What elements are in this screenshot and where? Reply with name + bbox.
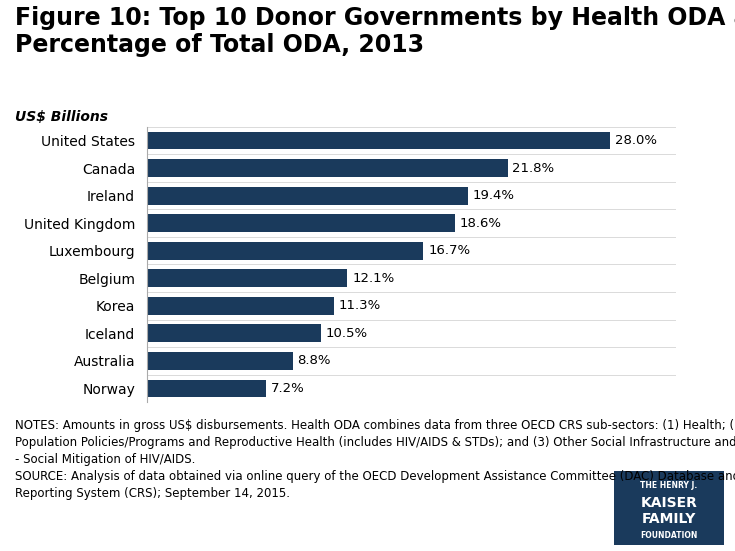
Bar [147,325,320,342]
Bar [147,214,454,232]
Text: NOTES: Amounts in gross US$ disbursements. Health ODA combines data from three O: NOTES: Amounts in gross US$ disbursement… [15,419,735,500]
Bar [147,380,266,397]
Text: KAISER: KAISER [640,496,698,510]
Text: Figure 10: Top 10 Donor Governments by Health ODA as a
Percentage of Total ODA, : Figure 10: Top 10 Donor Governments by H… [15,6,735,57]
Text: 19.4%: 19.4% [473,189,514,202]
Text: US$ Billions: US$ Billions [15,110,108,124]
Text: 28.0%: 28.0% [615,134,657,147]
Text: 12.1%: 12.1% [352,272,394,285]
Bar [147,132,610,149]
Text: FAMILY: FAMILY [642,512,696,526]
Text: 8.8%: 8.8% [298,354,331,368]
Bar [147,242,423,260]
Text: 11.3%: 11.3% [339,299,381,312]
Text: 21.8%: 21.8% [512,161,555,175]
Text: 18.6%: 18.6% [459,217,501,230]
Text: FOUNDATION: FOUNDATION [640,531,698,541]
Text: 7.2%: 7.2% [271,382,305,395]
Text: 16.7%: 16.7% [428,244,470,257]
Bar [147,297,334,315]
Bar [147,159,507,177]
Bar [147,187,467,204]
Bar [147,352,293,370]
Bar [147,269,347,287]
Text: THE HENRY J.: THE HENRY J. [640,482,698,490]
Text: 10.5%: 10.5% [326,327,368,340]
